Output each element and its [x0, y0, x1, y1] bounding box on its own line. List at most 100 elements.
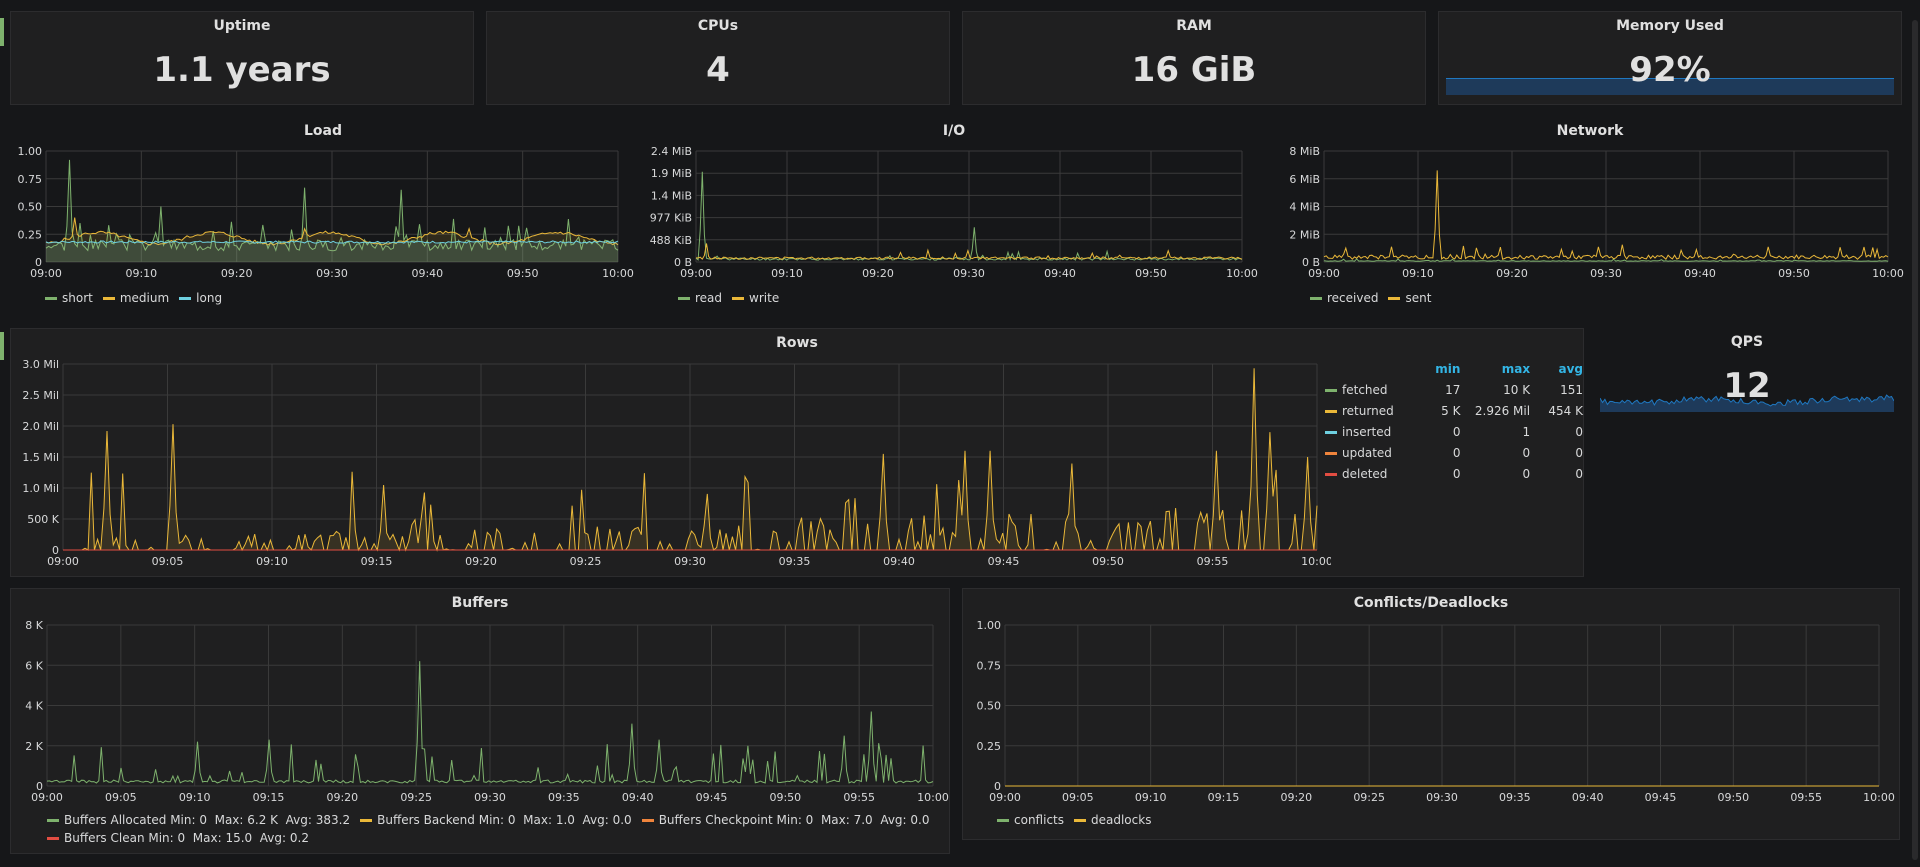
load-chart[interactable]: 0 0.25 0.50 0.75 1.00 09:00 09:10 09:20 09:30 09:…	[10, 117, 636, 287]
x-tick-label: 09:30	[1426, 791, 1458, 804]
series-area-medium	[46, 217, 618, 262]
legend-avg-value: 0	[1575, 445, 1583, 460]
ram-panel[interactable]: RAM 16 GiB	[962, 11, 1426, 105]
y-tick-label: 8 K	[25, 619, 43, 632]
legend-item-received[interactable]: received	[1310, 289, 1378, 307]
legend-item-medium[interactable]: medium	[102, 289, 169, 307]
x-tick-label: 09:25	[1353, 791, 1385, 804]
legend-label: read	[695, 291, 723, 305]
conflicts-chart[interactable]: 0 0.25 0.50 0.75 1.00 09:00 09:05 09:10 09:15 09:…	[963, 589, 1901, 811]
legend-label: Buffers Clean	[64, 831, 149, 845]
cpus-panel[interactable]: CPUs 4	[486, 11, 950, 105]
y-tick-label: 0.50	[977, 700, 1002, 713]
qps-sparkline	[1600, 394, 1894, 412]
legend-swatch	[1325, 430, 1337, 434]
legend-item-buffers-allocated[interactable]: Buffers Allocated Min: 0 Max: 6.2 K Avg:…	[47, 811, 350, 829]
legend-row-deleted[interactable]: deleted 0 0 0	[1325, 463, 1583, 484]
series-line-long[interactable]	[45, 240, 619, 244]
series-line-buffers-allocated[interactable]	[46, 661, 934, 784]
qps-panel[interactable]: QPS 12	[1594, 328, 1900, 428]
y-tick-label: 500 K	[27, 513, 59, 526]
x-tick-label: 09:15	[253, 791, 285, 804]
legend-swatch	[102, 297, 115, 300]
y-tick-label: 1.4 MiB	[651, 189, 692, 202]
legend-swatch	[47, 837, 59, 840]
panel-title: QPS	[1730, 334, 1764, 350]
row-collapse-handle-middle[interactable]	[0, 332, 4, 360]
legend-avg-value: 0	[1575, 424, 1583, 439]
legend-row-inserted[interactable]: inserted 0 1 0	[1325, 421, 1583, 442]
page-scrollbar[interactable]	[1912, 20, 1918, 860]
x-tick-label: 09:50	[507, 267, 539, 280]
legend-max-value: 1	[1522, 424, 1531, 439]
legend-header-avg[interactable]: avg	[1558, 361, 1583, 376]
x-tick-label: 09:00	[989, 791, 1021, 804]
legend-row-returned[interactable]: returned 5 K 2.926 Mil 454 K	[1325, 400, 1583, 421]
legend-item-read[interactable]: read	[678, 289, 722, 307]
rows-panel[interactable]: Rows 0 500 K 1.0 Mil 1.5 Mil 2.0 Mil 2.5 Mil 3…	[10, 328, 1584, 577]
panel-title: Buffers	[451, 595, 509, 611]
x-tick-label: 10:00	[1863, 791, 1895, 804]
y-tick-label: 0 B	[1302, 256, 1320, 269]
series-line-received[interactable]	[1323, 258, 1889, 262]
buffers-chart[interactable]: 0 2 K 4 K 6 K 8 K 09:00 09:05 09:10 09:15 09:20 09…	[11, 589, 951, 811]
legend-stats: Min: 0 Max: 7.0 Avg: 0.0	[776, 813, 930, 827]
y-tick-label: 0	[35, 256, 42, 269]
io-panel[interactable]: I/O 0 B 488 KiB 977 KiB 1.4 MiB 1.9 MiB 2.4 M…	[646, 117, 1262, 317]
x-tick-label: 09:40	[883, 555, 915, 568]
series-line-write[interactable]	[695, 243, 1243, 260]
y-tick-label: 1.0 Mil	[22, 482, 59, 495]
io-chart[interactable]: 0 B 488 KiB 977 KiB 1.4 MiB 1.9 MiB 2.4 MiB 09…	[646, 117, 1262, 287]
legend-item-long[interactable]: long	[179, 289, 222, 307]
x-tick-label: 09:35	[779, 555, 811, 568]
series-line-sent[interactable]	[1323, 170, 1889, 260]
rows-chart[interactable]: 0 500 K 1.0 Mil 1.5 Mil 2.0 Mil 2.5 Mil 3.0 Mi…	[11, 329, 1331, 578]
legend-label: short	[62, 291, 93, 305]
uptime-value: 1.1 years	[153, 50, 331, 90]
series-line-medium[interactable]	[45, 217, 619, 246]
buffers-panel[interactable]: Buffers 0 2 K 4 K 6 K 8 K 09:00 09:05 09:10 09:1…	[10, 588, 950, 854]
x-tick-label: 09:55	[1790, 791, 1822, 804]
x-tick-label: 09:10	[256, 555, 288, 568]
x-tick-label: 09:45	[988, 555, 1020, 568]
network-chart[interactable]: 0 B 2 MiB 4 MiB 6 MiB 8 MiB 09:00 09:10 09:20 09…	[1272, 117, 1908, 287]
legend-swatch	[732, 297, 745, 300]
series-line-returned[interactable]	[63, 368, 1318, 552]
legend-item-buffers-backend[interactable]: Buffers Backend Min: 0 Max: 1.0 Avg: 0.0	[360, 811, 632, 829]
x-tick-label: 09:20	[1280, 791, 1312, 804]
y-tick-label: 0.50	[18, 201, 43, 214]
memory-used-panel[interactable]: Memory Used 92%	[1438, 11, 1902, 105]
legend-label: sent	[1405, 291, 1432, 305]
x-tick-label: 09:15	[361, 555, 393, 568]
x-tick-label: 09:35	[548, 791, 580, 804]
y-tick-label: 1.5 Mil	[22, 451, 59, 464]
row-collapse-handle-top[interactable]	[0, 18, 4, 46]
legend-label: Buffers Backend	[377, 813, 479, 827]
legend-row-fetched[interactable]: fetched 17 10 K 151	[1325, 379, 1583, 400]
y-tick-label: 0	[52, 544, 59, 557]
legend-item-write[interactable]: write	[732, 289, 779, 307]
legend-item-short[interactable]: short	[45, 289, 93, 307]
legend-item-deadlocks[interactable]: deadlocks	[1074, 811, 1151, 829]
legend-header-max[interactable]: max	[1501, 361, 1531, 376]
legend-item-conflicts[interactable]: conflicts	[997, 811, 1064, 829]
uptime-panel[interactable]: Uptime 1.1 years	[10, 11, 474, 105]
legend-swatch	[1325, 388, 1337, 392]
legend-row-updated[interactable]: updated 0 0 0	[1325, 442, 1583, 463]
x-tick-label: 09:05	[105, 791, 137, 804]
x-tick-label: 09:50	[1778, 267, 1810, 280]
x-tick-label: 09:00	[30, 267, 62, 280]
x-tick-label: 09:30	[953, 267, 985, 280]
qps-spark-area	[1600, 395, 1894, 412]
legend-header-min[interactable]: min	[1435, 361, 1461, 376]
legend-item-buffers-checkpoint[interactable]: Buffers Checkpoint Min: 0 Max: 7.0 Avg: …	[641, 811, 930, 829]
legend-item-buffers-clean[interactable]: Buffers Clean Min: 0 Max: 15.0 Avg: 0.2	[47, 829, 309, 847]
series-line-read[interactable]	[695, 171, 1243, 262]
load-panel[interactable]: Load 0 0.25 0.50 0.75 1.00 09:00 09:10 09:20 09:…	[10, 117, 636, 317]
conflicts-panel[interactable]: Conflicts/Deadlocks 0 0.25 0.50 0.75 1.00 09:…	[962, 588, 1900, 840]
network-panel[interactable]: Network 0 B 2 MiB 4 MiB 6 MiB 8 MiB 09:00 09:1…	[1272, 117, 1908, 317]
legend-item-sent[interactable]: sent	[1388, 289, 1431, 307]
panel-title: Network	[1556, 123, 1624, 139]
y-tick-label: 977 KiB	[650, 212, 692, 225]
x-tick-label: 09:30	[1590, 267, 1622, 280]
